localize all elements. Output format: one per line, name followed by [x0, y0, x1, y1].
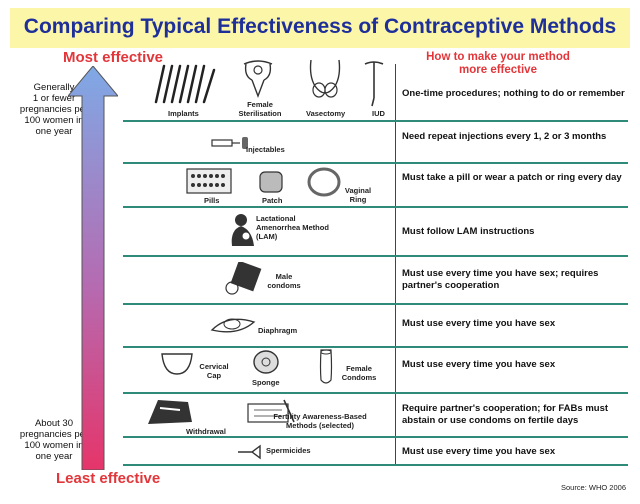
top-note-line: pregnancies per — [19, 104, 89, 115]
vasectomy-icon — [309, 59, 341, 98]
most-effective-label: Most effective — [63, 49, 164, 66]
row-divider — [123, 206, 628, 208]
method-label: Lactational Amenorrhea Method (LAM) — [256, 214, 329, 241]
column-divider — [395, 64, 396, 464]
female-condom-icon — [319, 349, 333, 384]
method-label: Implants — [168, 109, 199, 118]
method-label: Spermicides — [266, 446, 311, 455]
method-label: Fertility Awareness-Based Methods (selec… — [273, 412, 367, 430]
row-divider — [123, 346, 628, 348]
withdrawal-icon — [148, 400, 192, 424]
instruction-text: Must take a pill or wear a patch or ring… — [402, 172, 622, 183]
top-note-line: 100 women in — [24, 115, 84, 126]
sponge-icon — [253, 350, 279, 374]
method-label: Diaphragm — [258, 326, 298, 335]
iud-icon — [364, 61, 384, 107]
instruction-text: Must use every time you have sex; requir… — [402, 268, 599, 291]
row-divider — [123, 436, 628, 438]
instruction-text: Require partner's cooperation; for FABs … — [402, 403, 609, 426]
howto-header-line: more effective — [459, 64, 537, 76]
cervical-cap-icon — [161, 353, 193, 375]
row-divider — [123, 392, 628, 394]
bottom-note-line: one year — [35, 451, 73, 462]
fertility-awareness-icon — [247, 399, 295, 423]
bottom-note-line: 100 women in — [24, 440, 84, 451]
instruction-text: Must use every time you have sex — [402, 318, 556, 329]
female-sterilisation-icon — [243, 60, 273, 98]
method-label: Cervical Cap — [199, 362, 229, 380]
row-divider — [123, 162, 628, 164]
row-divider — [123, 120, 628, 122]
patch-icon — [259, 171, 283, 193]
top-note-line: Generally — [33, 82, 75, 93]
implants-icon — [154, 64, 216, 104]
method-label: IUD — [372, 109, 385, 118]
injectables-icon — [211, 137, 248, 149]
instruction-text: Must use every time you have sex — [402, 446, 556, 457]
source-note: Source: WHO 2006 — [560, 483, 626, 492]
howto-header-line: How to make your method — [426, 51, 570, 63]
vaginal-ring-icon — [307, 167, 341, 197]
bottom-note-line: About 30 — [34, 418, 74, 429]
top-effectiveness-note: Generally 1 or fewer pregnancies per 100… — [0, 82, 108, 137]
title-banner: Comparing Typical Effectiveness of Contr… — [10, 8, 630, 48]
method-label: Vasectomy — [306, 109, 346, 118]
howto-header: How to make your method more effective — [398, 51, 598, 77]
instruction-text: Must use every time you have sex — [402, 359, 556, 370]
top-note-line: one year — [35, 126, 73, 137]
row-divider — [123, 464, 628, 466]
effectiveness-arrow — [68, 66, 118, 470]
diaphragm-icon — [210, 318, 256, 333]
row-divider — [123, 303, 628, 305]
page-title: Comparing Typical Effectiveness of Contr… — [23, 15, 617, 38]
bottom-note-line: pregnancies per — [19, 429, 89, 440]
method-label: Female Condoms — [341, 364, 377, 382]
method-label: Female Sterilisation — [238, 100, 282, 118]
instruction-text: Need repeat injections every 1, 2 or 3 m… — [402, 131, 607, 142]
least-effective-label: Least effective — [56, 470, 161, 487]
spermicides-icon — [238, 444, 261, 460]
top-note-line: 1 or fewer — [32, 93, 76, 104]
method-label: Male condoms — [267, 272, 301, 290]
method-label: Injectables — [246, 145, 285, 154]
instruction-text: One-time procedures; nothing to do or re… — [402, 88, 625, 99]
method-label: Vaginal Ring — [344, 186, 372, 204]
method-label: Pills — [204, 196, 220, 205]
bottom-effectiveness-note: About 30 pregnancies per 100 women in on… — [0, 418, 108, 462]
lam-icon — [231, 214, 254, 246]
pills-icon — [186, 168, 232, 194]
method-label: Patch — [262, 196, 283, 205]
method-label: Sponge — [252, 378, 280, 387]
method-label: Withdrawal — [186, 427, 226, 436]
male-condom-icon — [225, 262, 262, 295]
instruction-text: Must follow LAM instructions — [402, 226, 535, 237]
row-divider — [123, 255, 628, 257]
